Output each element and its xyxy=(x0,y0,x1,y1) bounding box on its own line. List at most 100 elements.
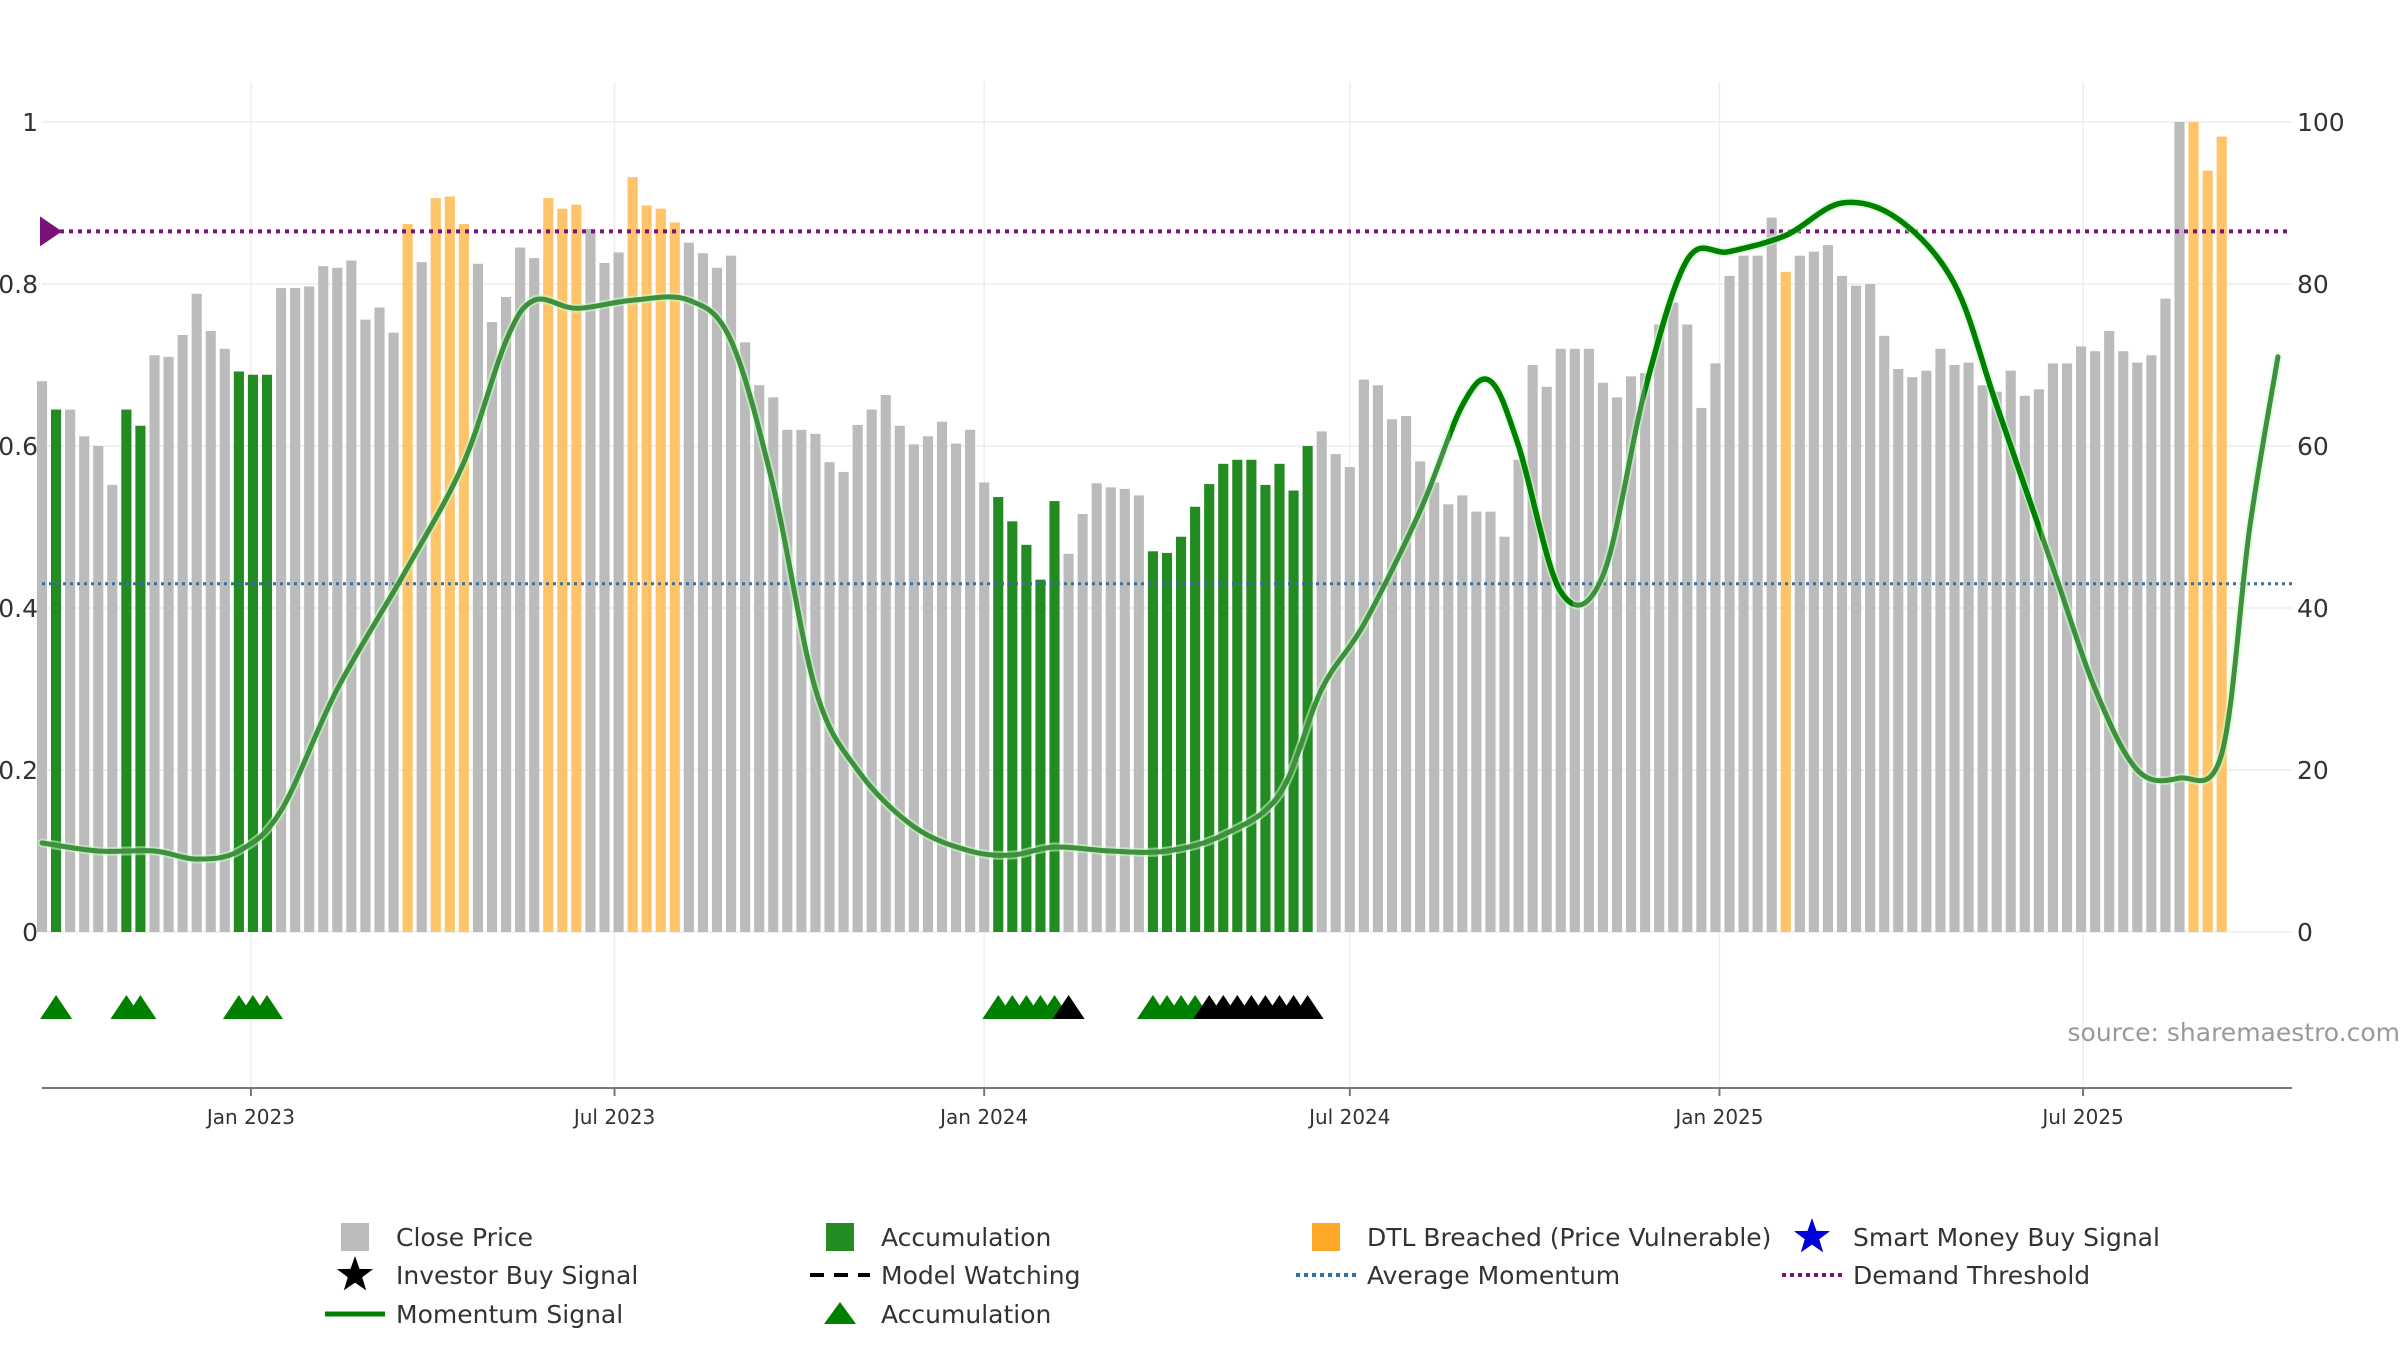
accumulation-bar xyxy=(1288,490,1299,932)
close-price-bar xyxy=(1836,275,1848,932)
dtl-breached-bar xyxy=(627,177,638,932)
close-price-bar xyxy=(1611,397,1623,932)
close-price-bar xyxy=(79,436,90,932)
close-price-bar xyxy=(1893,369,1904,932)
close-price-bar xyxy=(1907,377,1918,932)
close-price-bar xyxy=(163,356,174,932)
accumulation-bar xyxy=(1274,463,1285,932)
close-price-bar xyxy=(36,381,48,932)
close-price-bar xyxy=(768,397,779,932)
close-price-bar xyxy=(416,262,427,932)
close-price-bar xyxy=(501,296,512,933)
legend-triangle-icon xyxy=(824,1302,856,1324)
accumulation-bar xyxy=(135,425,146,932)
close-price-bar xyxy=(936,421,948,932)
close-price-bar xyxy=(866,409,877,932)
close-price-bar xyxy=(908,444,919,932)
close-price-bar xyxy=(1640,373,1651,933)
dtl-breached-bar xyxy=(571,204,582,932)
close-price-bar xyxy=(2146,355,2157,932)
x-tick-label: Jan 2024 xyxy=(938,1105,1028,1129)
close-price-bar xyxy=(107,484,118,932)
accumulation-bar xyxy=(1161,552,1173,932)
bars-layer xyxy=(36,122,2227,933)
close-price-bar xyxy=(177,335,188,932)
close-price-bar xyxy=(697,253,709,933)
close-price-bar xyxy=(2118,351,2129,933)
legend-square-icon xyxy=(341,1223,369,1251)
close-price-bar xyxy=(782,429,793,932)
close-price-bar xyxy=(1626,376,1637,933)
close-price-bar xyxy=(740,342,751,932)
close-price-bar xyxy=(1808,251,1819,933)
accumulation-bar xyxy=(1035,579,1046,932)
close-price-bar xyxy=(290,288,301,932)
close-price-bar xyxy=(894,425,905,932)
investor-buy-marker xyxy=(1052,995,1085,1019)
close-price-bar xyxy=(486,322,498,932)
accumulation-marker xyxy=(40,995,73,1019)
dtl-breached-bar xyxy=(2216,136,2227,932)
y-left-tick-label: 0.2 xyxy=(0,756,38,785)
close-price-bar xyxy=(951,443,962,932)
close-price-bar xyxy=(1105,487,1116,932)
dtl-breached-bar xyxy=(2188,122,2199,932)
y-right-tick-label: 80 xyxy=(2297,270,2329,299)
accumulation-bar xyxy=(1260,484,1271,932)
close-price-bar xyxy=(1119,488,1130,932)
close-price-bar xyxy=(1668,302,1679,932)
axes-layer: 0 0.2 0.4 0.6 0.8 1 0 20 40 60 80 100 Jan 2023 Jul 20… xyxy=(0,108,2345,1129)
close-price-bar xyxy=(2019,395,2030,932)
close-price-bar xyxy=(838,471,849,932)
accumulation-bar xyxy=(1246,459,1257,932)
close-price-bar xyxy=(2033,389,2044,932)
dtl-breached-bar xyxy=(2202,170,2213,933)
close-price-bar xyxy=(318,266,329,932)
close-price-bar xyxy=(2047,363,2059,932)
close-price-bar xyxy=(599,262,610,932)
close-price-bar xyxy=(1358,379,1369,933)
legend-square-icon xyxy=(1312,1223,1340,1251)
close-price-bar xyxy=(149,355,160,932)
x-tick-label: Jul 2024 xyxy=(1307,1105,1390,1129)
close-price-bar xyxy=(205,330,216,933)
accumulation-bar xyxy=(993,497,1004,932)
legend-item: Momentum Signal xyxy=(325,1300,623,1329)
accumulation-marker xyxy=(124,995,157,1019)
close-price-bar xyxy=(711,267,723,932)
legend-item: Accumulation xyxy=(824,1300,1051,1329)
accumulation-bar xyxy=(1218,463,1229,932)
close-price-bar xyxy=(880,394,891,933)
close-price-bar xyxy=(346,260,357,932)
dtl-breached-bar xyxy=(655,208,666,933)
close-price-bar xyxy=(1091,483,1102,932)
close-price-bar xyxy=(1401,416,1412,932)
close-price-bar xyxy=(472,263,484,932)
accumulation-bar xyxy=(1147,551,1159,932)
close-price-bar xyxy=(754,385,765,932)
close-price-bar xyxy=(1386,419,1398,932)
legend-label: Investor Buy Signal xyxy=(396,1261,638,1290)
close-price-bar xyxy=(1822,245,1834,932)
y-left-tick-label: 0.8 xyxy=(0,270,38,299)
close-price-bar xyxy=(1921,370,1932,932)
close-price-bar xyxy=(191,293,202,933)
close-price-bar xyxy=(1485,511,1496,932)
close-price-bar xyxy=(2160,298,2171,933)
lines-layer xyxy=(37,197,2292,864)
close-price-bar xyxy=(1513,459,1524,932)
y-right-tick-label: 0 xyxy=(2297,918,2313,947)
momentum-signal-strong-segment xyxy=(1645,199,2041,542)
y-right-tick-label: 60 xyxy=(2297,432,2329,461)
close-price-bar xyxy=(1429,482,1440,932)
close-price-bar xyxy=(1344,467,1355,932)
legend-label: Demand Threshold xyxy=(1853,1261,2090,1290)
accumulation-bar xyxy=(247,374,259,933)
close-price-bar xyxy=(1752,255,1763,932)
close-price-bar xyxy=(360,319,371,932)
legend-item: Accumulation xyxy=(826,1223,1051,1252)
legend-item: Investor Buy Signal xyxy=(336,1256,638,1291)
close-price-bar xyxy=(2090,351,2101,933)
dtl-breached-bar xyxy=(458,224,469,932)
